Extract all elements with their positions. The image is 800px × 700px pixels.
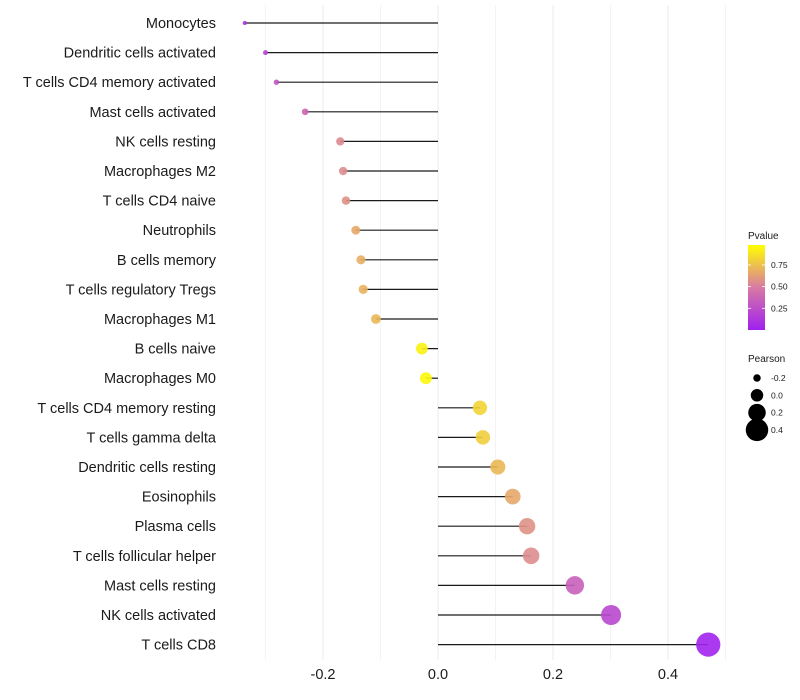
y-axis-label: T cells gamma delta bbox=[87, 430, 217, 446]
y-axis-label: Mast cells activated bbox=[89, 105, 216, 121]
lollipop-point bbox=[242, 20, 247, 26]
y-axis-label: NK cells resting bbox=[115, 134, 216, 150]
y-axis-label: Dendritic cells activated bbox=[64, 46, 216, 62]
lollipop-point bbox=[341, 196, 351, 205]
x-tick-label: -0.2 bbox=[311, 667, 336, 683]
y-axis-label: T cells follicular helper bbox=[73, 549, 216, 565]
y-axis-label: NK cells activated bbox=[101, 608, 216, 624]
lollipop-point bbox=[273, 79, 280, 85]
lollipop-point bbox=[336, 137, 345, 146]
y-axis-label: Eosinophils bbox=[142, 490, 216, 506]
pearson-legend: Pearson -0.2 0.0 0.2 0.4 bbox=[745, 354, 786, 442]
colorbar-tick-label: 0.25 bbox=[771, 303, 788, 313]
lollipop-point bbox=[351, 225, 361, 235]
y-axis-label: Plasma cells bbox=[135, 519, 216, 535]
size-legend-dot bbox=[745, 418, 769, 442]
y-axis-label: T cells CD4 memory resting bbox=[37, 401, 216, 417]
y-axis-label: T cells CD8 bbox=[141, 638, 216, 654]
size-legend-label: 0.4 bbox=[771, 425, 783, 435]
lollipop-point bbox=[504, 488, 521, 505]
colorbar-tick-label: 0.75 bbox=[771, 260, 788, 270]
lollipop-point bbox=[518, 518, 536, 535]
y-axis-label: Macrophages M0 bbox=[104, 371, 216, 387]
x-tick-label: 0.0 bbox=[428, 667, 448, 683]
size-legend-label: 0.0 bbox=[771, 390, 783, 400]
lollipop-stems bbox=[244, 22, 709, 646]
y-axis-label: Macrophages M1 bbox=[104, 312, 216, 328]
pvalue-colorbar-ticks: 0.25 0.50 0.75 bbox=[748, 260, 788, 313]
lollipop-points bbox=[242, 20, 721, 657]
lollipop-point bbox=[601, 604, 622, 626]
lollipop-point bbox=[338, 166, 348, 176]
x-tick-label: 0.2 bbox=[543, 667, 563, 683]
x-tick-label: 0.4 bbox=[658, 667, 678, 683]
lollipop-point bbox=[301, 108, 309, 116]
size-legend-dot bbox=[750, 389, 764, 402]
y-axis-label: T cells CD4 naive bbox=[103, 194, 216, 210]
lollipop-point bbox=[356, 255, 366, 265]
lollipop-point bbox=[696, 632, 721, 657]
lollipop-point bbox=[475, 430, 491, 445]
y-axis-label: Monocytes bbox=[146, 16, 216, 32]
y-axis-label: Mast cells resting bbox=[104, 578, 216, 594]
lollipop-point bbox=[490, 459, 506, 475]
pvalue-legend-title: Pvalue bbox=[748, 231, 779, 242]
grid-lines bbox=[265, 5, 726, 660]
colorbar-tick-label: 0.50 bbox=[771, 282, 788, 292]
lollipop-point bbox=[472, 400, 488, 415]
lollipop-point bbox=[416, 342, 428, 355]
size-legend-label: 0.2 bbox=[771, 408, 783, 418]
lollipop-point bbox=[358, 284, 368, 295]
lollipop-point bbox=[522, 547, 540, 565]
y-axis-label: B cells memory bbox=[117, 253, 217, 269]
pearson-legend-title: Pearson bbox=[748, 354, 785, 365]
lollipop-point bbox=[263, 50, 268, 56]
pearson-legend-keys: -0.2 0.0 0.2 0.4 bbox=[745, 373, 786, 442]
y-axis-labels: Monocytes Dendritic cells activated T cell… bbox=[23, 16, 217, 654]
y-axis-label: Dendritic cells resting bbox=[78, 460, 216, 476]
y-axis-label: B cells naive bbox=[135, 342, 216, 358]
size-legend-label: -0.2 bbox=[771, 373, 786, 383]
y-axis-label: Neutrophils bbox=[143, 223, 216, 239]
size-legend-dot bbox=[753, 374, 761, 382]
y-axis-label: T cells CD4 memory activated bbox=[23, 75, 216, 91]
lollipop-point bbox=[565, 576, 585, 595]
lollipop-point bbox=[419, 372, 432, 385]
x-axis-ticks: -0.2 0.0 0.2 0.4 bbox=[311, 667, 679, 683]
pvalue-legend: Pvalue 0.25 0.50 0.75 bbox=[748, 231, 788, 330]
lollipop-point bbox=[371, 314, 381, 324]
pvalue-colorbar bbox=[748, 245, 765, 330]
size-legend-dot bbox=[748, 403, 766, 422]
y-axis-label: Macrophages M2 bbox=[104, 164, 216, 180]
y-axis-label: T cells regulatory Tregs bbox=[66, 282, 216, 298]
